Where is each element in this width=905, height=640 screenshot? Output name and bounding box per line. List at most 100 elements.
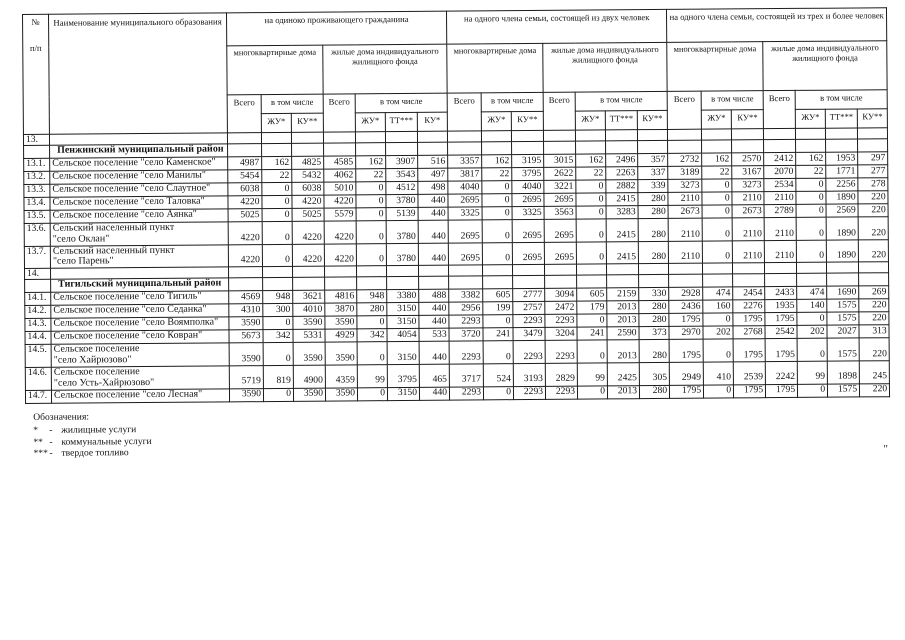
value-cell: 0 <box>576 241 607 265</box>
value-cell <box>795 139 826 153</box>
value-cell: 3273 <box>667 179 703 193</box>
value-cell: 2569 <box>826 204 859 218</box>
subgroup-header-mkd: многоквартирные дома <box>446 43 544 94</box>
value-cell <box>637 140 668 154</box>
legend-dash: - <box>49 436 53 448</box>
value-cell <box>667 140 702 154</box>
value-cell <box>418 265 449 277</box>
value-cell: 2110 <box>732 191 765 205</box>
value-cell <box>385 131 418 143</box>
value-cell <box>481 130 512 142</box>
value-cell: 220 <box>858 203 889 218</box>
value-cell: 0 <box>702 217 733 241</box>
scan-artifact: " <box>883 443 888 456</box>
value-cell: 3382 <box>448 289 483 303</box>
row-number: 13.7. <box>24 245 51 269</box>
value-cell <box>324 266 357 278</box>
value-cell <box>511 130 544 142</box>
value-cell <box>637 129 668 141</box>
value-cell: 0 <box>483 340 514 364</box>
total-header: Всего <box>543 92 576 131</box>
including-header: в том числе <box>575 91 668 112</box>
value-cell <box>448 265 483 277</box>
value-cell: 2433 <box>764 286 797 300</box>
value-cell: 0 <box>702 204 733 219</box>
value-cell: 4220 <box>292 221 325 245</box>
value-cell <box>228 277 263 292</box>
value-cell: 339 <box>637 179 669 193</box>
value-cell: 0 <box>357 341 388 365</box>
value-cell: 3780 <box>386 243 419 266</box>
value-cell: 2293 <box>513 385 546 400</box>
value-cell: 3204 <box>545 327 578 341</box>
value-cell: 0 <box>797 338 828 362</box>
legend-text: коммунальные услуги <box>61 435 152 448</box>
value-cell: 0 <box>796 217 827 241</box>
value-cell: 5673 <box>228 329 264 344</box>
value-cell: 280 <box>638 300 670 314</box>
value-cell: 4825 <box>291 156 324 170</box>
value-cell: 2732 <box>667 153 702 167</box>
value-cell: 497 <box>417 168 448 182</box>
value-cell: 3590 <box>229 342 264 366</box>
value-cell <box>858 273 889 287</box>
legend-symbol: *** <box>33 447 48 459</box>
value-cell <box>261 143 292 157</box>
value-cell: 220 <box>858 299 890 313</box>
value-cell: 2110 <box>668 192 703 206</box>
value-cell: 3167 <box>731 165 764 179</box>
value-cell: 4040 <box>511 180 544 194</box>
value-cell: 1795 <box>733 338 766 362</box>
value-cell: 3195 <box>511 154 544 168</box>
value-cell: 2956 <box>448 302 483 316</box>
value-cell <box>292 266 325 278</box>
value-cell: 0 <box>797 312 828 326</box>
row-number: 13.4. <box>23 197 51 211</box>
value-cell: 280 <box>638 313 670 327</box>
value-cell: 4220 <box>291 195 325 209</box>
value-cell <box>447 141 482 156</box>
municipality-name: Сельское поселение "село Хайрюзово" <box>51 343 230 368</box>
legend: Обозначения: * - жилищные услуги ** - ко… <box>33 405 891 460</box>
value-cell <box>858 261 889 274</box>
col-header-name: Наименование муниципального образования <box>48 12 228 135</box>
value-cell: 220 <box>859 383 890 397</box>
value-cell: 4220 <box>227 195 263 209</box>
value-cell <box>543 130 576 142</box>
row-number: 14. <box>24 268 51 280</box>
value-cell: 2542 <box>765 325 798 339</box>
leaf-header: КУ** <box>857 108 888 128</box>
value-cell: 0 <box>355 181 386 195</box>
value-cell: 241 <box>483 327 514 342</box>
value-cell: 1890 <box>826 191 859 205</box>
leaf-header: ТТ*** <box>825 108 858 129</box>
value-cell <box>324 277 357 291</box>
value-cell <box>795 128 826 140</box>
value-cell: 3590 <box>229 388 264 402</box>
value-cell: 3380 <box>386 289 419 303</box>
value-cell: 0 <box>263 342 294 366</box>
value-cell <box>668 263 703 275</box>
value-cell: 1795 <box>765 312 798 326</box>
value-cell: 2293 <box>448 315 484 329</box>
value-cell <box>262 266 293 278</box>
leaf-header: ЖУ* <box>261 113 292 133</box>
value-cell: 4310 <box>228 303 263 318</box>
value-cell: 3590 <box>293 387 326 401</box>
value-cell <box>731 139 764 153</box>
total-header: Всего <box>763 90 796 129</box>
value-cell: 2110 <box>764 240 797 263</box>
value-cell: 0 <box>702 191 733 206</box>
value-cell: 1771 <box>825 165 858 179</box>
value-cell: 3795 <box>387 364 420 388</box>
row-number: 13.3. <box>23 184 50 198</box>
value-cell: 2622 <box>543 167 576 181</box>
value-cell: 4220 <box>228 221 263 245</box>
value-cell: 1935 <box>764 299 798 313</box>
value-cell: 3717 <box>449 363 484 387</box>
value-cell <box>638 263 669 275</box>
group-header-family-two: на одного члена семьи, состоящей из двух… <box>446 9 667 45</box>
row-number: 14.1. <box>24 292 51 306</box>
value-cell: 280 <box>638 205 669 219</box>
value-cell <box>576 264 607 276</box>
